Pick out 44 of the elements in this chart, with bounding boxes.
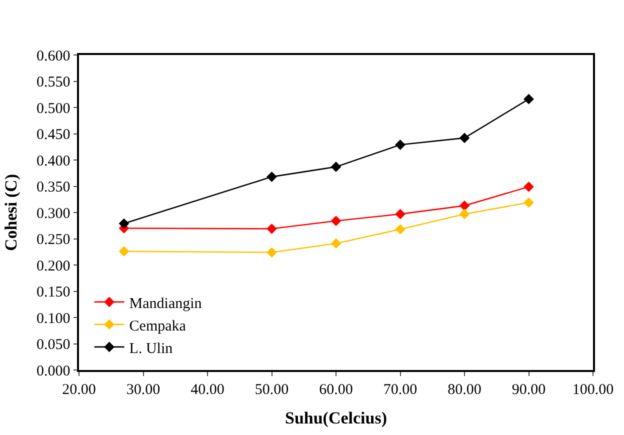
point: [118, 246, 130, 257]
y-tick-label: 0.200: [36, 258, 70, 274]
x-tick-label: 70.00: [383, 382, 418, 398]
y-tick-label: 0.400: [36, 153, 70, 170]
x-tick-label: 50.00: [254, 382, 289, 398]
point: [395, 224, 406, 234]
x-tick-label: 20.00: [62, 382, 96, 398]
point: [459, 132, 470, 144]
y-axis-title: Cohesi (C): [2, 174, 21, 251]
x-tick-label: 40.00: [190, 382, 224, 398]
y-tick-label: 0.350: [36, 180, 70, 196]
y-tick-label: 0.300: [36, 206, 70, 222]
y-tick-label: 0.600: [36, 48, 70, 64]
x-tick-label: 30.00: [126, 382, 160, 398]
point: [524, 182, 534, 192]
legend-label: L. Ulin: [129, 340, 174, 357]
point: [330, 162, 342, 172]
legend-label: Cempaka: [129, 318, 186, 334]
x-tick-label: 60.00: [319, 382, 353, 398]
point: [524, 94, 534, 104]
x-axis-title: Suhu(Celcius): [284, 408, 388, 428]
y-tick-label: 0.250: [36, 232, 70, 248]
point: [395, 208, 406, 220]
y-tick-label: 0.550: [36, 74, 70, 90]
point: [330, 238, 342, 249]
y-tick-label: 0.000: [36, 363, 70, 380]
point: [395, 140, 406, 150]
point: [459, 208, 470, 220]
point: [266, 172, 277, 182]
point: [330, 216, 342, 226]
x-tick-label: 100.00: [572, 382, 614, 398]
point: [524, 197, 534, 208]
x-tick-label: 90.00: [512, 382, 546, 398]
point: [266, 224, 277, 234]
x-tick-label: 80.00: [448, 382, 482, 398]
legend-label: Mandiangin: [129, 296, 202, 312]
y-tick-label: 0.500: [36, 100, 70, 117]
point: [118, 218, 130, 229]
y-tick-label: 0.100: [36, 310, 70, 327]
y-tick-label: 0.050: [36, 337, 70, 353]
point: [266, 247, 277, 258]
point: [459, 200, 470, 211]
y-tick-label: 0.150: [36, 284, 70, 300]
y-tick-label: 0.450: [36, 127, 70, 143]
